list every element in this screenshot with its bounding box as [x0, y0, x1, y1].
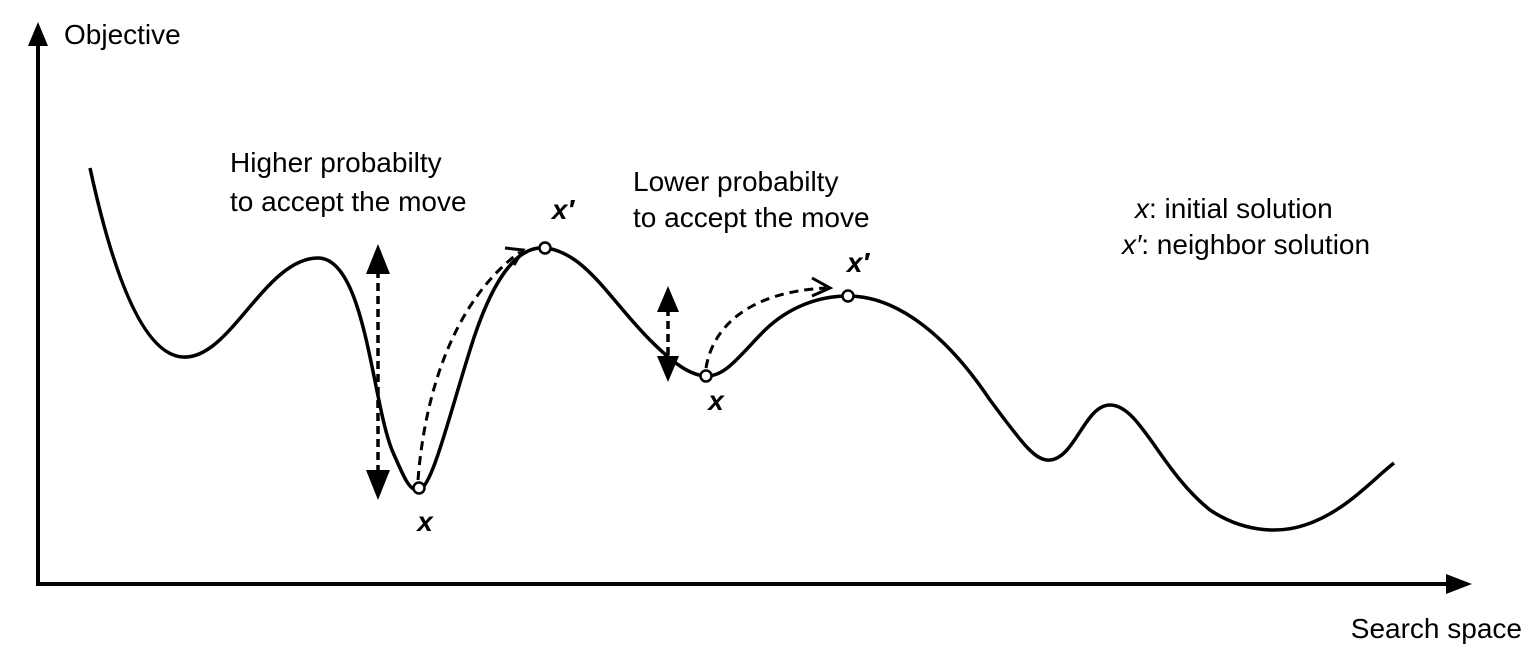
legend-xp-symbol: x′ [1120, 229, 1143, 260]
left-delta-arrowhead-up [366, 244, 390, 274]
point-x-left [412, 481, 426, 495]
right-move-arrow [704, 286, 827, 369]
point-x-right [699, 369, 713, 383]
y-axis-arrowhead [28, 22, 48, 46]
label-xp-right: x′ [845, 247, 871, 278]
legend-row-xp: x′: neighbor solution [1120, 229, 1370, 260]
x-axis-label: Search space [1351, 613, 1522, 644]
point-xp-left [538, 241, 552, 255]
annotation-lower-line1: Lower probabilty [633, 166, 838, 197]
legend-x-symbol: x [1133, 193, 1150, 224]
label-x-left: x [415, 506, 434, 537]
y-axis-label: Objective [64, 19, 181, 50]
annotation-lower-line2: to accept the move [633, 202, 870, 233]
left-delta-arrowhead-down [366, 470, 390, 500]
left-move-arrowhead [504, 246, 526, 266]
x-axis-arrowhead [1446, 574, 1472, 594]
legend-xp-text: : neighbor solution [1141, 229, 1370, 260]
left-move-arrow [416, 250, 521, 481]
label-xp-left: x′ [550, 194, 576, 225]
legend-row-x: x: initial solution [1133, 193, 1333, 224]
legend: x: initial solution x′: neighbor solutio… [1120, 193, 1370, 260]
annotation-higher-line1: Higher probabilty [230, 147, 442, 178]
legend-x-text: : initial solution [1149, 193, 1333, 224]
label-x-right: x [706, 385, 725, 416]
right-move-arrowhead [811, 276, 834, 298]
point-xp-right [841, 289, 855, 303]
right-delta-arrowhead-down [657, 356, 679, 382]
right-delta-arrowhead-up [657, 286, 679, 312]
annotation-higher-line2: to accept the move [230, 186, 467, 217]
